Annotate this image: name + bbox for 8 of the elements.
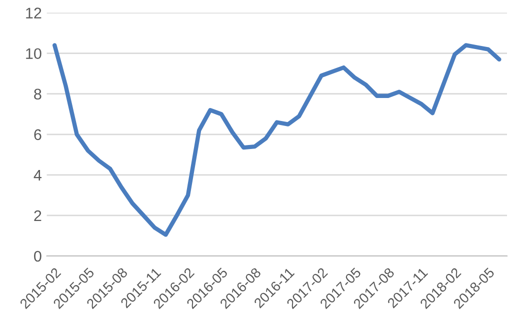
y-tick-label: 2 [34, 210, 42, 221]
y-tick-label: 4 [34, 170, 42, 180]
y-tick-label: 6 [34, 129, 42, 140]
y-tick-label: 0 [34, 250, 42, 262]
y-tick-label: 8 [34, 88, 42, 100]
y-tick-label: 12 [26, 8, 42, 18]
line-series [52, 43, 502, 237]
y-tick-label: 10 [26, 48, 42, 60]
